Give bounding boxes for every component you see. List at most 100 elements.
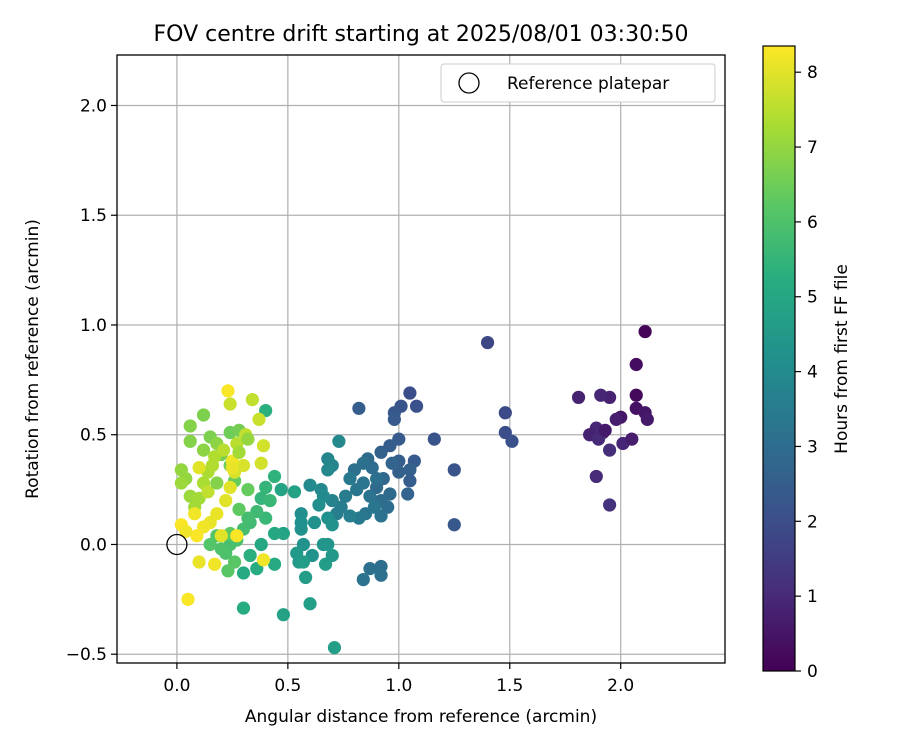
scatter-point [236, 601, 251, 615]
scatter-point [403, 386, 417, 400]
scatter-point [325, 518, 339, 532]
plot-area: 0.0 0.5 1.0 1.5 2.0 −0.5 0.0 0.5 1.0 1.5 2.0 [66, 54, 726, 696]
scatter-point [179, 524, 193, 538]
x-axis-ticks: 0.0 0.5 1.0 1.5 2.0 [163, 663, 634, 696]
scatter-point [243, 548, 257, 563]
scatter-point [183, 419, 197, 433]
colorbar-label: Hours from first FF file [832, 264, 852, 454]
scatter-point [190, 529, 204, 543]
scatter-point [409, 399, 424, 413]
scatter-point [188, 507, 202, 521]
scatter-point [303, 597, 317, 611]
scatter-point [427, 432, 441, 446]
scatter-point [294, 522, 308, 536]
scatter-point [267, 526, 282, 541]
scatter-point [210, 476, 224, 490]
scatter-point [228, 555, 242, 569]
colorbar-tick-label: 7 [807, 138, 818, 158]
scatter-point [254, 456, 268, 470]
scatter-point [603, 498, 617, 512]
scatter-point [196, 408, 211, 422]
scatter-point [356, 572, 370, 587]
legend-reference-icon [458, 72, 480, 94]
x-tick-label: 0.5 [274, 676, 301, 696]
reference-marker [166, 533, 188, 556]
x-tick-label: 0.0 [163, 676, 190, 696]
scatter-point [196, 443, 211, 457]
scatter-point [267, 557, 282, 571]
scatter-point [296, 555, 310, 569]
legend: Reference platepar [440, 63, 716, 103]
scatter-point [307, 515, 322, 530]
y-tick-label: 2.0 [80, 96, 107, 116]
legend-label: Reference platepar [507, 74, 669, 94]
scatter-point [259, 480, 273, 495]
scatter-point [208, 557, 222, 571]
colorbar-tick-label: 8 [807, 63, 818, 83]
scatter-point [327, 641, 342, 655]
scatter-point [352, 401, 366, 415]
y-tick-label: −0.5 [66, 645, 107, 665]
colorbar-tick-label: 1 [807, 587, 818, 607]
scatter-point [287, 485, 302, 499]
chart-title: FOV centre drift starting at 2025/08/01 … [154, 22, 689, 47]
scatter-point [629, 357, 643, 372]
scatter-point [374, 509, 388, 523]
scatter-point [363, 562, 377, 576]
scatter-point [241, 432, 255, 446]
y-tick-label: 0.0 [80, 535, 107, 555]
scatter-point [505, 434, 519, 448]
scatter-point [363, 489, 377, 503]
scatter-point [594, 388, 608, 402]
scatter-point [387, 412, 401, 426]
x-axis-label: Angular distance from reference (arcmin) [245, 707, 597, 727]
scatter-point [318, 557, 333, 571]
scatter-point [201, 485, 215, 499]
scatter-point [603, 443, 617, 457]
scatter-point [174, 476, 188, 490]
y-axis-ticks: −0.5 0.0 0.5 1.0 1.5 2.0 [66, 96, 117, 665]
colorbar-ticks: 0 1 2 3 4 5 6 7 8 [795, 63, 818, 682]
scatter-point [225, 461, 239, 475]
scatter-point [274, 482, 288, 497]
grid-lines [117, 55, 725, 663]
scatter-point [236, 566, 251, 580]
scatter-point [312, 498, 326, 512]
scatter-point [338, 489, 353, 503]
scatter-point [343, 472, 357, 486]
legend-box [440, 63, 716, 103]
scatter-point [241, 511, 255, 525]
scatter-point [480, 335, 495, 350]
scatter-point [374, 568, 388, 582]
scatter-point [403, 474, 417, 488]
scatter-point [321, 463, 335, 477]
scatter-point [214, 529, 228, 543]
scatter-point [609, 412, 623, 426]
scatter-point [181, 592, 195, 606]
scatter-point [223, 480, 237, 495]
scatter-point [219, 493, 233, 508]
scatter-point [216, 443, 231, 457]
scatter-point [254, 537, 268, 552]
scatter-point [447, 518, 461, 532]
colorbar-tick-label: 2 [807, 512, 818, 532]
scatter-point [370, 472, 384, 486]
colorbar-gradient [762, 45, 796, 672]
scatter-point [276, 608, 291, 622]
colorbar: 0 1 2 3 4 5 6 7 8 Hours from first FF file [762, 45, 852, 682]
scatter-point [385, 456, 399, 470]
scatter-point [192, 461, 206, 475]
scatter-point [203, 537, 217, 552]
scatter-point [589, 469, 603, 484]
data-points [174, 324, 654, 655]
colorbar-tick-label: 4 [807, 363, 818, 383]
y-tick-label: 1.5 [80, 206, 107, 226]
scatter-point [332, 434, 346, 448]
scatter-point [252, 412, 266, 426]
scatter-point [598, 423, 612, 437]
scatter-point [256, 439, 271, 453]
scatter-point [223, 397, 237, 411]
scatter-point [256, 553, 271, 567]
scatter-point [350, 482, 364, 497]
scatter-point [401, 487, 415, 501]
